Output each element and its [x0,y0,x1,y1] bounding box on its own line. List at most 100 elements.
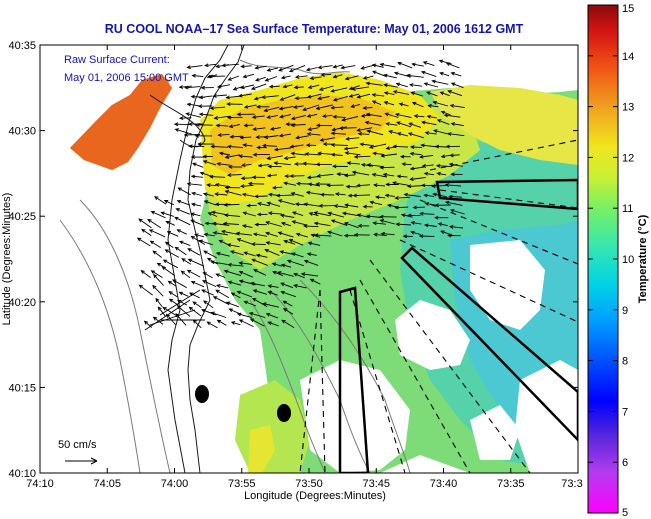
current-vector-head [413,114,419,119]
current-vector [187,103,200,107]
current-vector-head [365,214,371,219]
current-vector [203,250,217,259]
current-vector [268,291,278,296]
current-vector-head [190,280,196,285]
current-vector-head [307,127,312,132]
current-vector-head [436,119,442,123]
colorbar-tick-label: 9 [622,305,628,317]
current-vector-head [293,284,298,288]
bathy-contour-6 [239,59,351,75]
current-vector [270,127,281,130]
colorbar-tick-label: 14 [622,51,634,63]
current-vector [241,65,252,68]
colorbar-label: Temperature (°C) [637,214,649,303]
current-vector [187,183,202,186]
current-vector-head [420,70,426,75]
current-vector [239,93,252,97]
beam-line [319,289,326,473]
current-vector-head [257,202,262,206]
current-vector [265,232,278,237]
current-vector-head [422,61,428,65]
current-vector-head [296,181,301,186]
current-vector [369,143,387,148]
current-vector [450,104,465,109]
current-vector-head [432,192,437,197]
current-vector-head [409,145,415,149]
current-vector-head [431,79,436,84]
current-vector-head [278,106,284,111]
current-vector-head [431,184,436,189]
current-vector-head [230,292,236,297]
current-vector [320,137,335,141]
current-vector-head [410,91,415,96]
current-vector-head [446,132,452,136]
current-vector-head [294,75,300,79]
current-vector-head [172,279,177,284]
current-vector [228,264,244,267]
current-vector-head [194,133,199,138]
current-vector-head [426,91,431,96]
current-vector-head [373,183,378,188]
beam-line [299,289,321,473]
current-vector [353,194,371,197]
current-vector-head [383,73,388,78]
current-vector [397,175,408,178]
current-vector-head [215,251,221,256]
current-vector-head [315,162,321,167]
current-vector-head [255,135,260,140]
current-vector [424,194,435,197]
current-vector [410,176,426,180]
current-vector-head [150,270,156,275]
current-vector [307,93,322,98]
current-vector-head [230,321,236,325]
current-vector-head [305,143,311,148]
current-vector [410,146,423,148]
current-vector-head [375,195,380,200]
current-vector-head [365,112,371,117]
current-vector [266,313,279,319]
current-vector [409,84,423,87]
current-vector-head [281,319,286,324]
current-vector [256,254,268,258]
current-vector-head [222,221,228,226]
current-vector [395,113,412,119]
current-vector [240,184,254,187]
current-vector-head [264,248,269,253]
current-vector [384,92,395,96]
current-vector [421,71,437,78]
current-vector-head [356,128,361,132]
current-vector [190,219,205,227]
current-vector-head [315,106,321,110]
current-vector-head [290,116,296,121]
x-tick-label: 73:55 [228,478,256,490]
current-vector [228,281,242,286]
current-vector-head [246,203,251,208]
current-vector [137,237,151,247]
current-vector [305,153,320,156]
sst-layer [70,72,578,473]
current-vector-head [334,192,340,196]
current-vector-head [267,211,273,216]
current-vector-head [226,115,232,120]
cloud-mask-2 [395,300,470,370]
current-vector-head [440,110,446,115]
current-vector [280,94,296,101]
current-vector [366,113,382,117]
current-vector-head [305,67,311,72]
current-vector-head [406,73,411,78]
current-vector-head [269,126,275,131]
current-vector-head [424,201,430,206]
current-vector [239,262,253,265]
current-vector-head [212,94,217,98]
current-vector-head [356,94,361,99]
current-vector [386,123,398,126]
current-vector-head [330,152,336,157]
current-vector-head [261,143,267,148]
current-vector-head [186,102,192,107]
current-vector [191,281,205,288]
current-vector-head [163,200,169,204]
current-vector [281,75,291,79]
current-vector-head [392,181,397,186]
current-vector-head [198,95,204,100]
current-vector [155,298,163,308]
